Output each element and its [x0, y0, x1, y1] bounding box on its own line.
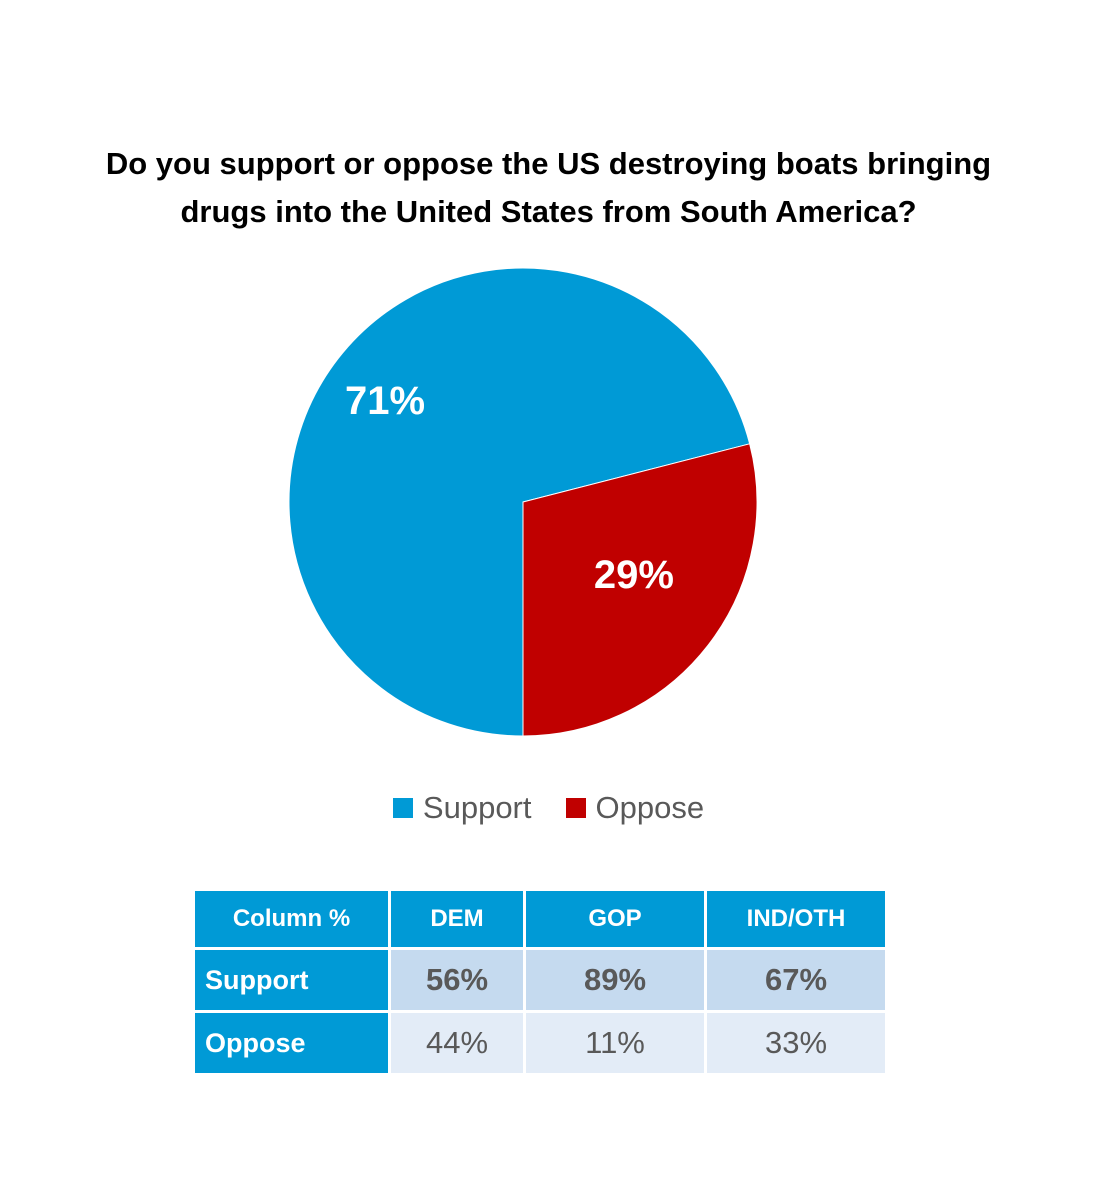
cell-support-dem: 56% [391, 950, 523, 1010]
legend-label-oppose: Oppose [595, 790, 705, 825]
table-row-oppose: Oppose 44% 11% 33% [195, 1013, 885, 1073]
legend-label-support: Support [422, 790, 532, 825]
row-label-oppose: Oppose [195, 1013, 388, 1073]
table-header-gop: GOP [526, 891, 704, 947]
table-row-support: Support 56% 89% 67% [195, 950, 885, 1010]
table-header-dem: DEM [391, 891, 523, 947]
cell-oppose-dem: 44% [391, 1013, 523, 1073]
legend-item-support: Support [392, 790, 532, 826]
table-header-column-pct: Column % [195, 891, 388, 947]
cell-oppose-gop: 11% [526, 1013, 704, 1073]
cell-oppose-ind-oth: 33% [707, 1013, 885, 1073]
table-header-row: Column % DEM GOP IND/OTH [195, 891, 885, 947]
cell-support-gop: 89% [526, 950, 704, 1010]
pie-chart: 71% 29% [288, 267, 758, 737]
cell-support-ind-oth: 67% [707, 950, 885, 1010]
chart-legend: Support Oppose [0, 790, 1097, 826]
pie-label-oppose: 29% [594, 553, 674, 597]
row-label-support: Support [195, 950, 388, 1010]
chart-title-line-1: Do you support or oppose the US destroyi… [105, 146, 992, 181]
table-header-ind-oth: IND/OTH [707, 891, 885, 947]
pie-slice-oppose [522, 443, 758, 737]
chart-title-line-2: drugs into the United States from South … [180, 194, 917, 229]
legend-item-oppose: Oppose [565, 790, 705, 826]
pie-label-support: 71% [345, 379, 425, 423]
legend-swatch-oppose [565, 798, 586, 818]
pie-slice-support [288, 267, 751, 737]
chart-title: Do you support or oppose the US destroyi… [40, 140, 1057, 236]
party-breakdown-table: Column % DEM GOP IND/OTH Support 56% 89%… [192, 888, 888, 1076]
legend-swatch-support [392, 798, 413, 818]
